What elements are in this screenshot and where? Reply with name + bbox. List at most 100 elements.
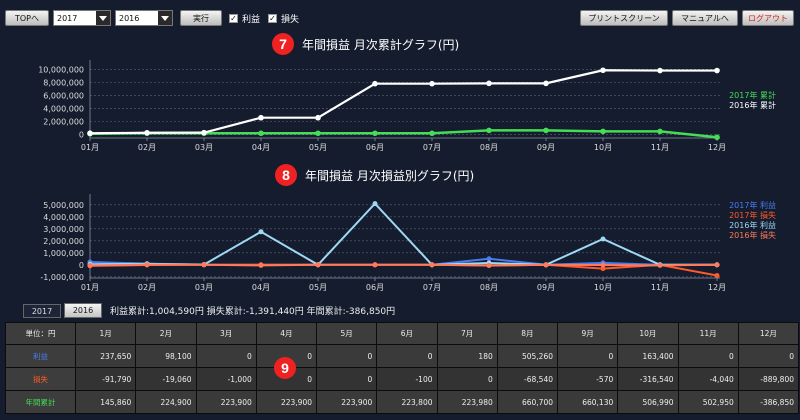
table-corner-cell: 単位：円 xyxy=(5,322,76,345)
table-cell: 163,400 xyxy=(617,344,679,368)
y-tick-label: 5,000,000 xyxy=(43,201,84,210)
series-point xyxy=(486,127,492,134)
print-screen-button[interactable]: プリントスクリーン xyxy=(580,10,668,26)
profit-checkbox[interactable]: ✓ 利益 xyxy=(229,12,260,25)
table-row: 損失 -91,790 -19,060 -1,000 0 0 -100 0 -68,540 -570… xyxy=(5,367,800,391)
series-line-2 xyxy=(89,202,717,267)
series-point xyxy=(714,67,720,74)
year-select-a[interactable]: 2017 xyxy=(53,10,111,26)
loss-checkbox-label: 損失 xyxy=(281,15,300,25)
x-tick-label: 12月 xyxy=(708,283,726,292)
table-cell: 224,900 xyxy=(135,390,197,414)
x-tick-label: 04月 xyxy=(252,283,270,292)
y-tick-label: 6,000,000 xyxy=(43,91,84,100)
x-tick-label: 09月 xyxy=(537,283,555,292)
y-tick-label: -1,000,000 xyxy=(40,273,84,282)
y-tick-label: 10,000,000 xyxy=(38,65,84,74)
series-point xyxy=(657,262,663,268)
table-cell: 98,100 xyxy=(135,344,197,368)
table-cell: 0 xyxy=(195,344,257,368)
checkmark-icon: ✓ xyxy=(268,14,277,23)
x-tick-label: 12月 xyxy=(708,143,726,152)
table-cell: -91,790 xyxy=(74,367,137,391)
table-cell: 0 xyxy=(315,367,378,391)
series-point xyxy=(429,130,435,137)
series-point xyxy=(486,256,492,262)
table-cell: 0 xyxy=(737,344,800,368)
series-line-3 xyxy=(89,263,718,267)
series-point xyxy=(543,127,549,134)
series-point xyxy=(144,262,150,268)
table-month-header: 6月 xyxy=(376,322,438,345)
chart1-title: 年間損益 月次累計グラフ(円) xyxy=(302,38,460,52)
table-month-header: 5月 xyxy=(315,322,378,345)
table-cell: 237,650 xyxy=(74,344,137,368)
table-cell: 0 xyxy=(315,344,378,368)
series-point xyxy=(372,80,378,87)
x-tick-label: 02月 xyxy=(138,283,156,292)
series-point xyxy=(600,67,606,74)
x-tick-label: 05月 xyxy=(309,283,327,292)
table-cell: 223,800 xyxy=(376,390,438,414)
year-tab-2016[interactable]: 2016 xyxy=(64,303,102,318)
series-point xyxy=(258,262,264,268)
year-select-b[interactable]: 2016 xyxy=(115,10,173,26)
year-tab-2017[interactable]: 2017 xyxy=(23,304,61,318)
series-point xyxy=(258,114,264,121)
table-cell: -68,540 xyxy=(496,367,559,391)
table-month-header: 7月 xyxy=(436,322,498,345)
legend-entry: 2017年 利益 xyxy=(729,200,776,210)
table-cell: 223,900 xyxy=(195,390,257,414)
table-cell: 180 xyxy=(436,344,498,368)
legend-entry: 2016年 損失 xyxy=(729,230,776,240)
table-cell: -316,540 xyxy=(617,367,679,391)
table-row-label: 利益 xyxy=(5,344,76,368)
series-point xyxy=(486,262,492,268)
badge-8: 8 xyxy=(275,164,297,186)
badge-9: 9 xyxy=(274,357,296,379)
x-tick-label: 10月 xyxy=(594,283,612,292)
legend-entry: 2017年 累計 xyxy=(729,90,776,100)
table-cell: 502,950 xyxy=(677,390,739,414)
x-tick-label: 11月 xyxy=(651,283,669,292)
legend-entry: 2016年 利益 xyxy=(729,220,776,230)
x-tick-label: 06月 xyxy=(366,143,384,152)
series-point xyxy=(87,130,93,137)
series-point xyxy=(315,262,321,268)
series-point xyxy=(429,80,435,87)
series-line-1 xyxy=(89,263,718,277)
table-cell: -100 xyxy=(376,367,438,391)
y-tick-label: 1,000,000 xyxy=(43,249,84,258)
legend-entry: 2017年 損失 xyxy=(729,210,776,220)
x-tick-label: 03月 xyxy=(195,283,213,292)
table-cell: -4,040 xyxy=(677,367,739,391)
x-tick-label: 08月 xyxy=(480,143,498,152)
x-tick-label: 05月 xyxy=(309,143,327,152)
series-point xyxy=(543,262,549,268)
table-month-header: 9月 xyxy=(556,322,619,345)
series-point xyxy=(144,129,150,136)
loss-checkbox[interactable]: ✓ 損失 xyxy=(268,12,299,25)
year-select-a-value: 2017 xyxy=(57,13,78,23)
table-month-header: 8月 xyxy=(496,322,559,345)
badge-7: 7 xyxy=(272,33,294,55)
series-point xyxy=(372,201,378,207)
series-point xyxy=(600,236,606,242)
series-point xyxy=(372,262,378,268)
x-tick-label: 03月 xyxy=(195,143,213,152)
table-cell: 0 xyxy=(376,344,438,368)
run-button[interactable]: 実行 xyxy=(180,10,222,26)
chevron-down-icon xyxy=(96,11,110,25)
top-button[interactable]: TOPへ xyxy=(5,10,49,26)
monthly-table: 単位：円 1月 2月 3月 4月 5月 6月 7月 8月 9月 10月 11月 12月 利益 237,650… xyxy=(5,322,800,414)
x-tick-label: 11月 xyxy=(651,143,669,152)
x-tick-label: 01月 xyxy=(81,143,99,152)
manual-button[interactable]: マニュアルへ xyxy=(672,10,738,26)
series-point xyxy=(600,266,606,272)
table-cell: -570 xyxy=(556,367,619,391)
logout-button[interactable]: ログアウト xyxy=(742,10,794,26)
series-point xyxy=(657,67,663,74)
table-month-header: 12月 xyxy=(737,322,800,345)
y-tick-label: 0 xyxy=(79,261,84,270)
y-tick-label: 4,000,000 xyxy=(43,105,84,114)
